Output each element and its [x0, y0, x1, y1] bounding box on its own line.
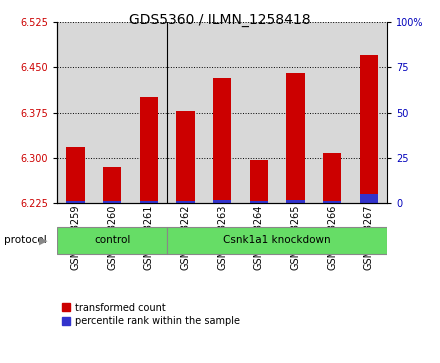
Bar — [103, 201, 121, 203]
FancyBboxPatch shape — [167, 227, 387, 254]
Bar — [323, 201, 341, 203]
Bar — [167, 22, 204, 203]
Bar — [94, 22, 131, 203]
Bar — [323, 153, 341, 203]
Bar — [176, 111, 195, 203]
Bar — [213, 200, 231, 203]
Bar — [277, 22, 314, 203]
Bar — [286, 73, 305, 203]
Bar — [213, 78, 231, 203]
Text: GDS5360 / ILMN_1258418: GDS5360 / ILMN_1258418 — [129, 13, 311, 27]
Bar — [360, 194, 378, 203]
Bar — [360, 55, 378, 203]
Bar — [103, 167, 121, 203]
Bar — [204, 22, 241, 203]
Bar — [241, 22, 277, 203]
Bar — [66, 201, 85, 203]
Bar — [66, 147, 85, 203]
Text: protocol: protocol — [4, 236, 47, 245]
Bar — [176, 201, 195, 203]
Bar — [140, 201, 158, 203]
Bar — [286, 200, 305, 203]
Bar — [57, 22, 94, 203]
Text: ▶: ▶ — [39, 236, 48, 245]
FancyBboxPatch shape — [57, 227, 167, 254]
Bar — [140, 97, 158, 203]
Bar — [314, 22, 351, 203]
Text: Csnk1a1 knockdown: Csnk1a1 knockdown — [224, 236, 331, 245]
Bar — [131, 22, 167, 203]
Text: control: control — [94, 236, 130, 245]
Bar — [250, 160, 268, 203]
Legend: transformed count, percentile rank within the sample: transformed count, percentile rank withi… — [62, 302, 240, 326]
Bar — [351, 22, 387, 203]
Bar — [250, 201, 268, 203]
